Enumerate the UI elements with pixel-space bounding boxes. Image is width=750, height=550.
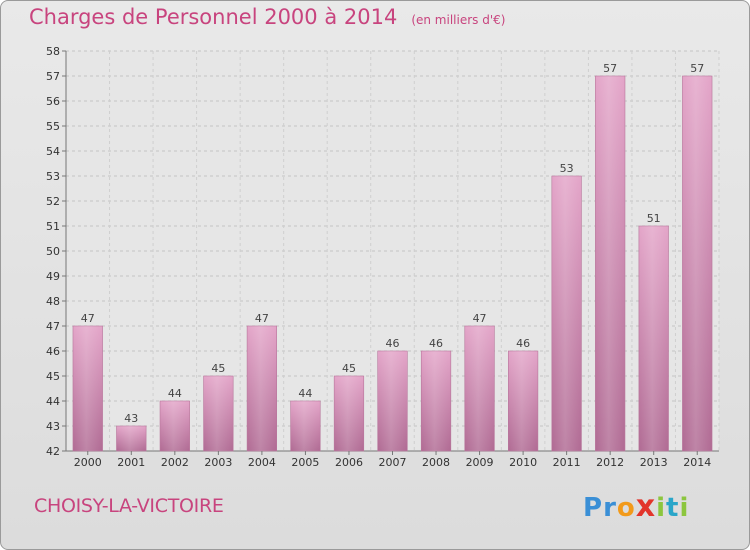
bar-highlight xyxy=(421,351,451,451)
bar-highlight xyxy=(203,376,234,451)
x-tick-label: 2007 xyxy=(379,456,407,469)
bar-highlight xyxy=(464,326,495,451)
x-tick-label: 2002 xyxy=(161,456,189,469)
logo-letter: t xyxy=(666,493,680,523)
chart-title-main: Charges de Personnel 2000 à 2014 xyxy=(29,5,398,29)
x-tick-label: 2001 xyxy=(117,456,145,469)
y-tick-label: 51 xyxy=(46,220,60,233)
y-tick-label: 55 xyxy=(46,120,60,133)
y-tick-label: 44 xyxy=(46,395,60,408)
logo-letter: x xyxy=(635,489,657,524)
y-tick-label: 46 xyxy=(46,345,60,358)
x-tick-label: 2013 xyxy=(640,456,668,469)
y-tick-label: 42 xyxy=(46,445,60,458)
bar-highlight xyxy=(247,326,277,451)
y-tick-label: 43 xyxy=(46,420,60,433)
chart-unit: (en milliers d'€) xyxy=(411,13,506,27)
data-label: 46 xyxy=(516,337,530,350)
bar-highlight xyxy=(116,426,147,451)
bar-highlight xyxy=(551,176,582,451)
logo-letter: P xyxy=(583,493,604,523)
data-label: 45 xyxy=(211,362,225,375)
bar-highlight xyxy=(160,401,190,451)
x-tick-label: 2000 xyxy=(74,456,102,469)
commune-name: CHOISY-LA-VICTOIRE xyxy=(34,495,224,517)
chart-title: Charges de Personnel 2000 à 2014 (en mill… xyxy=(29,5,505,29)
logo-letter: o xyxy=(616,493,636,523)
data-label: 46 xyxy=(386,337,400,350)
y-tick-label: 48 xyxy=(46,295,60,308)
x-tick-label: 2014 xyxy=(683,456,711,469)
x-tick-label: 2010 xyxy=(509,456,537,469)
bar-highlight xyxy=(72,326,103,451)
logo-letter: i xyxy=(656,493,667,523)
data-label: 44 xyxy=(298,387,312,400)
logo-letter: i xyxy=(679,493,690,523)
data-label: 53 xyxy=(560,162,574,175)
data-label: 57 xyxy=(603,62,617,75)
y-tick-label: 56 xyxy=(46,95,60,108)
data-label: 43 xyxy=(124,412,138,425)
y-tick-label: 58 xyxy=(46,45,60,58)
data-label: 44 xyxy=(168,387,182,400)
y-tick-label: 49 xyxy=(46,270,60,283)
bar-highlight xyxy=(377,351,408,451)
bar-highlight xyxy=(595,76,625,451)
bar-highlight xyxy=(508,351,538,451)
y-tick-label: 57 xyxy=(46,70,60,83)
x-tick-label: 2012 xyxy=(596,456,624,469)
data-label: 46 xyxy=(429,337,443,350)
y-tick-label: 45 xyxy=(46,370,60,383)
x-tick-label: 2006 xyxy=(335,456,363,469)
y-tick-label: 47 xyxy=(46,320,60,333)
y-tick-label: 50 xyxy=(46,245,60,258)
data-label: 47 xyxy=(473,312,487,325)
x-tick-label: 2008 xyxy=(422,456,450,469)
logo-letter: r xyxy=(603,493,617,523)
bar-highlight xyxy=(638,226,669,451)
bar-highlight xyxy=(682,76,713,451)
data-label: 51 xyxy=(647,212,661,225)
bar-highlight xyxy=(290,401,321,451)
y-tick-label: 52 xyxy=(46,195,60,208)
x-tick-label: 2004 xyxy=(248,456,276,469)
data-label: 45 xyxy=(342,362,356,375)
y-tick-label: 54 xyxy=(46,145,60,158)
x-tick-label: 2005 xyxy=(291,456,319,469)
x-tick-label: 2009 xyxy=(466,456,494,469)
proxiti-logo: Proxiti xyxy=(583,489,689,524)
bar-highlight xyxy=(334,376,364,451)
data-label: 47 xyxy=(81,312,95,325)
data-label: 57 xyxy=(690,62,704,75)
data-label: 47 xyxy=(255,312,269,325)
y-tick-label: 53 xyxy=(46,170,60,183)
x-tick-label: 2011 xyxy=(553,456,581,469)
x-tick-label: 2003 xyxy=(204,456,232,469)
